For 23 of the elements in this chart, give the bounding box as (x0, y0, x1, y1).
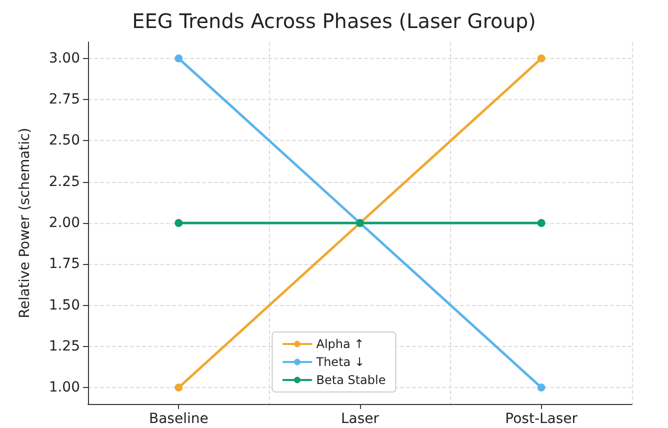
y-tick-label: 2.00 (48, 215, 80, 231)
point (174, 54, 183, 62)
y-tick-label: 1.75 (48, 256, 80, 272)
x-tick-label: Post-Laser (505, 411, 578, 427)
point (537, 384, 546, 392)
y-tick-label: 2.25 (48, 174, 80, 190)
chart-title: EEG Trends Across Phases (Laser Group) (132, 9, 536, 33)
y-tick-label: 2.75 (48, 92, 80, 108)
legend-label: Alpha ↑ (316, 337, 364, 351)
y-tick-label: 2.50 (48, 132, 80, 149)
point (537, 54, 546, 62)
point (174, 219, 183, 227)
legend-label: Theta ↓ (315, 355, 364, 369)
y-axis-title: Relative Power (schematic) (17, 128, 33, 318)
y-tick-label: 3.00 (48, 50, 80, 66)
x-tick-label: Laser (340, 411, 380, 427)
y-tick-label: 1.00 (48, 380, 80, 396)
x-tick-label: Baseline (148, 411, 208, 427)
point (537, 219, 546, 227)
y-tick-label: 1.50 (48, 297, 80, 314)
legend-label: Beta Stable (316, 373, 386, 387)
y-tick-label: 1.25 (48, 338, 80, 354)
point (174, 384, 183, 392)
